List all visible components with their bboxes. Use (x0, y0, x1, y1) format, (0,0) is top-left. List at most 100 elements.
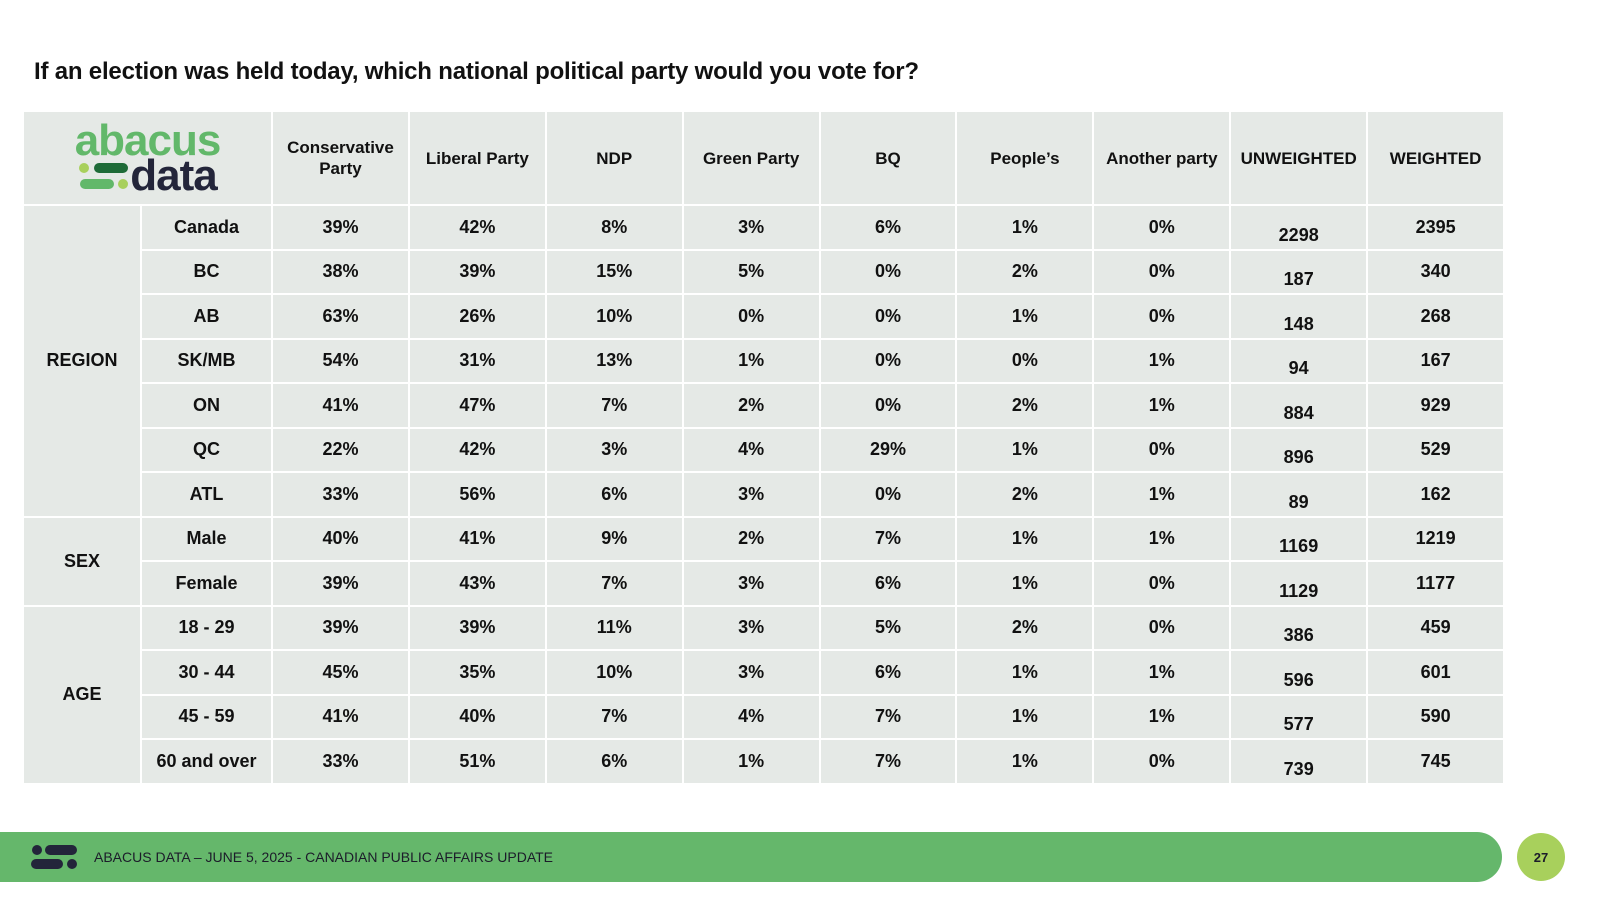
table-cell: 7% (818, 515, 958, 562)
table-row: AB 63% 26% 10% 0% 0% 1% 0% 148 268 (23, 293, 1506, 340)
group-label: REGION (22, 204, 142, 518)
table-cell: 7% (544, 382, 684, 429)
row-label: Female (139, 560, 274, 607)
table-cell: 7% (544, 560, 684, 607)
row-label: QC (139, 426, 274, 473)
table-cell: 41% (407, 515, 547, 562)
table-cell: 0% (681, 293, 821, 340)
row-label: 60 and over (139, 738, 274, 785)
table-cell: 1% (955, 649, 1095, 696)
table-cell: 13% (544, 337, 684, 384)
column-header: Green Party (681, 110, 821, 206)
table-cell: 896 (1229, 426, 1369, 473)
table-cell: 3% (681, 649, 821, 696)
table-cell: 2% (955, 248, 1095, 295)
table-cell: 596 (1229, 649, 1369, 696)
page-number: 27 (1517, 833, 1565, 881)
table-cell: 386 (1229, 604, 1369, 651)
table-cell: 2% (681, 382, 821, 429)
table-cell: 89 (1229, 471, 1369, 518)
table-cell: 1% (1092, 515, 1232, 562)
table-cell: 5% (818, 604, 958, 651)
table-cell: 745 (1366, 738, 1506, 785)
table-cell: 33% (271, 471, 410, 518)
table-cell: 10% (544, 293, 684, 340)
abacus-mark-icon (31, 845, 77, 869)
table-cell: 26% (407, 293, 547, 340)
table-cell: 577 (1229, 693, 1369, 740)
table-cell: 22% (271, 426, 410, 473)
group-label: AGE (22, 604, 142, 785)
row-label: SK/MB (139, 337, 274, 384)
abacus-dots-icon (79, 163, 129, 189)
table-cell: 15% (544, 248, 684, 295)
table-cell: 0% (1092, 204, 1232, 251)
table-cell: 47% (407, 382, 547, 429)
table-cell: 0% (1092, 426, 1232, 473)
table-cell: 5% (681, 248, 821, 295)
table-cell: 167 (1366, 337, 1506, 384)
table-cell: 3% (681, 604, 821, 651)
table-cell: 340 (1366, 248, 1506, 295)
column-header: Another party (1092, 110, 1232, 206)
table-row: ATL 33% 56% 6% 3% 0% 2% 1% 89 162 (23, 471, 1506, 518)
table-cell: 7% (818, 738, 958, 785)
table-cell: 41% (271, 382, 410, 429)
table-cell: 0% (1092, 293, 1232, 340)
logo-text-abacus: abacus (74, 116, 222, 165)
table-cell: 1% (955, 693, 1095, 740)
table-cell: 39% (407, 604, 547, 651)
table-cell: 6% (818, 649, 958, 696)
table-cell: 268 (1366, 293, 1506, 340)
logo-text-data: data (130, 151, 217, 200)
column-header: BQ (818, 110, 958, 206)
table-cell: 3% (544, 426, 684, 473)
table-cell: 1% (955, 293, 1095, 340)
table-row: 60 and over 33% 51% 6% 1% 7% 1% 0% 739 745 (23, 738, 1506, 785)
table-cell: 0% (818, 471, 958, 518)
table-cell: 0% (818, 382, 958, 429)
table-cell: 1% (1092, 649, 1232, 696)
table-cell: 29% (818, 426, 958, 473)
table-row: SEX Male 40% 41% 9% 2% 7% 1% 1% 1169 1219 (22, 515, 1506, 607)
table-cell: 884 (1229, 382, 1369, 429)
table-cell: 43% (407, 560, 547, 607)
column-header: NDP (544, 110, 684, 206)
table-cell: 0% (818, 293, 958, 340)
column-header: People’s (955, 110, 1095, 206)
table-cell: 1% (1092, 693, 1232, 740)
table-cell: 2395 (1366, 204, 1506, 251)
table-cell: 148 (1229, 293, 1369, 340)
table-cell: 590 (1366, 693, 1506, 740)
table-cell: 42% (407, 204, 547, 251)
group-label: SEX (22, 515, 142, 607)
footer-text: ABACUS DATA – JUNE 5, 2025 - CANADIAN PU… (94, 849, 554, 865)
table-cell: 35% (407, 649, 547, 696)
table-cell: 1% (955, 515, 1095, 562)
table-cell: 42% (407, 426, 547, 473)
table-row: QC 22% 42% 3% 4% 29% 1% 0% 896 529 (23, 426, 1506, 473)
table-cell: 601 (1366, 649, 1506, 696)
table-cell: 45% (271, 649, 410, 696)
table-cell: 6% (544, 471, 684, 518)
row-label: 45 - 59 (139, 693, 274, 740)
row-label: ON (139, 382, 274, 429)
table-cell: 38% (271, 248, 410, 295)
table-cell: 1% (955, 204, 1095, 251)
table-cell: 3% (681, 204, 821, 251)
row-label: ATL (139, 471, 274, 518)
row-label: Canada (139, 204, 274, 251)
table-cell: 51% (407, 738, 547, 785)
table-cell: 187 (1229, 248, 1369, 295)
table-cell: 0% (955, 337, 1095, 384)
table-cell: 1% (681, 738, 821, 785)
table-cell: 7% (544, 693, 684, 740)
table-cell: 2% (955, 471, 1095, 518)
table-cell: 1% (955, 738, 1095, 785)
table-cell: 6% (818, 204, 958, 251)
table-cell: 63% (271, 293, 410, 340)
table-cell: 1169 (1229, 515, 1369, 562)
table-cell: 6% (818, 560, 958, 607)
table-cell: 94 (1229, 337, 1369, 384)
row-label: BC (139, 248, 274, 295)
